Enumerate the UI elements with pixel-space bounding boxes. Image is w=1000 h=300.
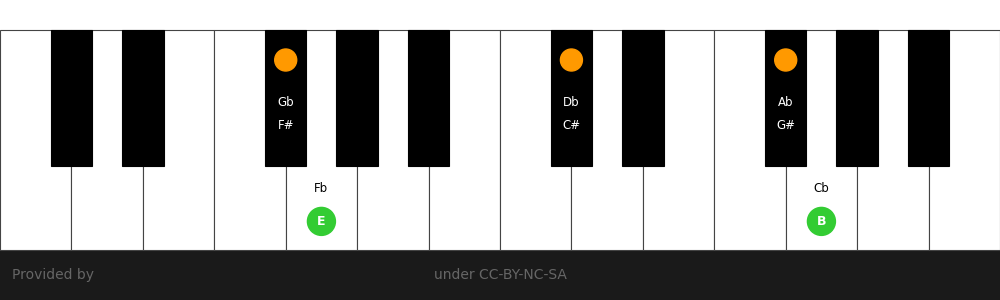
Bar bbox=[500, 30, 571, 250]
Bar bbox=[286, 30, 357, 250]
Text: under CC-BY-NC-SA: under CC-BY-NC-SA bbox=[434, 268, 566, 282]
Bar bbox=[408, 30, 449, 167]
Circle shape bbox=[275, 49, 297, 71]
Bar bbox=[214, 30, 286, 250]
Text: E: E bbox=[317, 215, 326, 228]
Bar bbox=[857, 30, 929, 250]
Bar bbox=[765, 30, 806, 167]
Bar bbox=[357, 30, 429, 250]
Text: Ab: Ab bbox=[778, 96, 793, 109]
Text: B: B bbox=[817, 215, 826, 228]
Bar bbox=[836, 30, 878, 167]
Bar bbox=[265, 30, 306, 167]
Bar bbox=[71, 30, 143, 250]
Bar bbox=[643, 30, 714, 250]
Circle shape bbox=[560, 49, 582, 71]
Circle shape bbox=[807, 207, 835, 236]
Text: Db: Db bbox=[563, 96, 580, 109]
Text: Cb: Cb bbox=[814, 182, 829, 195]
Bar bbox=[429, 30, 500, 250]
Text: Provided by: Provided by bbox=[12, 268, 94, 282]
Text: F#: F# bbox=[277, 119, 294, 132]
Bar bbox=[622, 30, 664, 167]
Bar bbox=[714, 30, 786, 250]
Circle shape bbox=[775, 49, 797, 71]
Text: Fb: Fb bbox=[314, 182, 328, 195]
Bar bbox=[908, 30, 949, 167]
Text: G#: G# bbox=[776, 119, 795, 132]
Bar bbox=[122, 30, 164, 167]
Bar bbox=[786, 30, 857, 250]
Bar bbox=[143, 30, 214, 250]
Bar bbox=[571, 30, 643, 250]
Text: Gb: Gb bbox=[277, 96, 294, 109]
Bar bbox=[551, 30, 592, 167]
Text: C#: C# bbox=[562, 119, 580, 132]
Bar bbox=[929, 30, 1000, 250]
Bar bbox=[0, 30, 71, 250]
Bar bbox=[51, 30, 92, 167]
Bar bbox=[336, 30, 378, 167]
Circle shape bbox=[307, 207, 335, 236]
Bar bbox=[0, 250, 1000, 300]
